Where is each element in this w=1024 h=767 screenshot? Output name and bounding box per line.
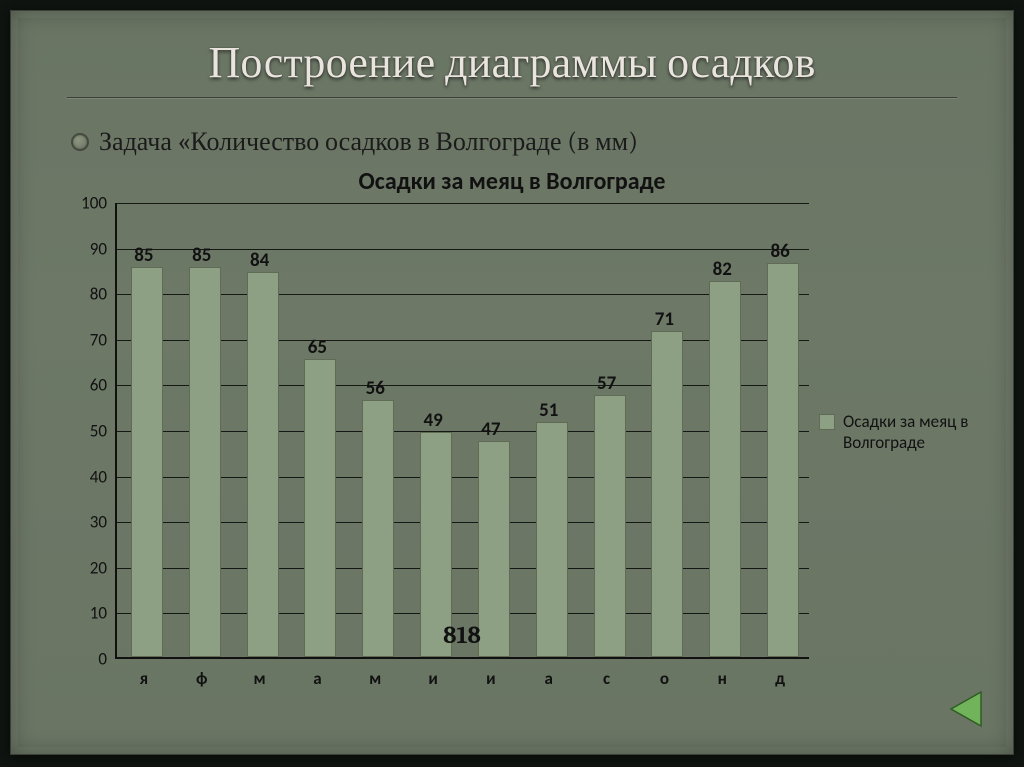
bar bbox=[536, 422, 568, 657]
xtick-label: н bbox=[718, 668, 727, 689]
ytick-label: 30 bbox=[67, 512, 107, 533]
bar-value-label: 57 bbox=[597, 372, 616, 395]
gridline bbox=[117, 522, 809, 523]
bar bbox=[478, 441, 510, 657]
slide-frame: Построение диаграммы осадков Задача «Кол… bbox=[0, 0, 1024, 767]
bar-value-label: 85 bbox=[134, 244, 153, 267]
chart-title: Осадки за меяц в Волгограде bbox=[11, 167, 1013, 196]
ytick-label: 10 bbox=[67, 603, 107, 624]
ytick-label: 0 bbox=[67, 649, 107, 670]
gridline bbox=[117, 340, 809, 341]
bar bbox=[362, 400, 394, 657]
bar-value-label: 47 bbox=[481, 418, 500, 441]
bullet-icon bbox=[71, 133, 89, 151]
xtick-label: и bbox=[428, 668, 437, 689]
bar bbox=[247, 272, 279, 657]
bar-value-label: 65 bbox=[308, 336, 327, 359]
bar bbox=[189, 267, 221, 657]
xtick-label: а bbox=[545, 668, 553, 689]
xtick-label: о bbox=[660, 668, 669, 689]
xtick-label: а bbox=[313, 668, 321, 689]
xtick-label: м bbox=[369, 668, 381, 689]
ytick-label: 60 bbox=[67, 375, 107, 396]
gridline bbox=[117, 203, 809, 204]
bar-value-label: 84 bbox=[250, 249, 269, 272]
ytick-label: 90 bbox=[67, 238, 107, 259]
bar bbox=[767, 263, 799, 657]
ytick-label: 70 bbox=[67, 329, 107, 350]
bar bbox=[709, 281, 741, 657]
ytick-label: 80 bbox=[67, 284, 107, 305]
gridline bbox=[117, 477, 809, 478]
ytick-label: 50 bbox=[67, 421, 107, 442]
slide-title: Построение диаграммы осадков bbox=[67, 37, 957, 88]
task-text: Задача «Количество осадков в Волгограде … bbox=[99, 127, 638, 157]
gridline bbox=[117, 431, 809, 432]
gridline bbox=[117, 613, 809, 614]
precipitation-chart: 010203040506070809010085я85ф84м65а56м49и… bbox=[69, 203, 809, 703]
gridline bbox=[117, 568, 809, 569]
bar bbox=[131, 267, 163, 657]
xtick-label: я bbox=[140, 668, 148, 689]
bar-value-label: 51 bbox=[539, 399, 558, 422]
bar bbox=[651, 331, 683, 657]
prev-slide-button[interactable] bbox=[945, 688, 987, 730]
bar-value-label: 86 bbox=[770, 240, 789, 263]
gridline bbox=[117, 294, 809, 295]
ytick-label: 20 bbox=[67, 557, 107, 578]
plot-area bbox=[115, 203, 809, 659]
xtick-label: м bbox=[254, 668, 266, 689]
slide-body: Построение диаграммы осадков Задача «Кол… bbox=[10, 10, 1014, 755]
xtick-label: с bbox=[603, 668, 610, 689]
bar bbox=[304, 359, 336, 657]
legend-label: Осадки за меяц в Волгограде bbox=[843, 411, 1013, 454]
task-row: Задача «Количество осадков в Волгограде … bbox=[71, 127, 638, 157]
bar-value-label: 85 bbox=[192, 244, 211, 267]
bar-value-label: 49 bbox=[423, 409, 442, 432]
legend-swatch bbox=[819, 414, 835, 430]
bar-value-label: 71 bbox=[655, 308, 674, 331]
chart-legend: Осадки за меяц в Волгограде bbox=[819, 411, 1013, 454]
bar bbox=[594, 395, 626, 657]
xtick-label: и bbox=[486, 668, 495, 689]
xtick-label: ф bbox=[196, 668, 207, 689]
xtick-label: д bbox=[775, 668, 785, 689]
bar-value-label: 82 bbox=[713, 258, 732, 281]
ytick-label: 40 bbox=[67, 466, 107, 487]
ytick-label: 100 bbox=[67, 193, 107, 214]
overlay-total: 818 bbox=[443, 621, 481, 649]
gridline bbox=[117, 385, 809, 386]
triangle-left-icon bbox=[945, 688, 987, 730]
bar-value-label: 56 bbox=[366, 377, 385, 400]
gridline bbox=[117, 249, 809, 250]
title-underline bbox=[67, 97, 957, 99]
